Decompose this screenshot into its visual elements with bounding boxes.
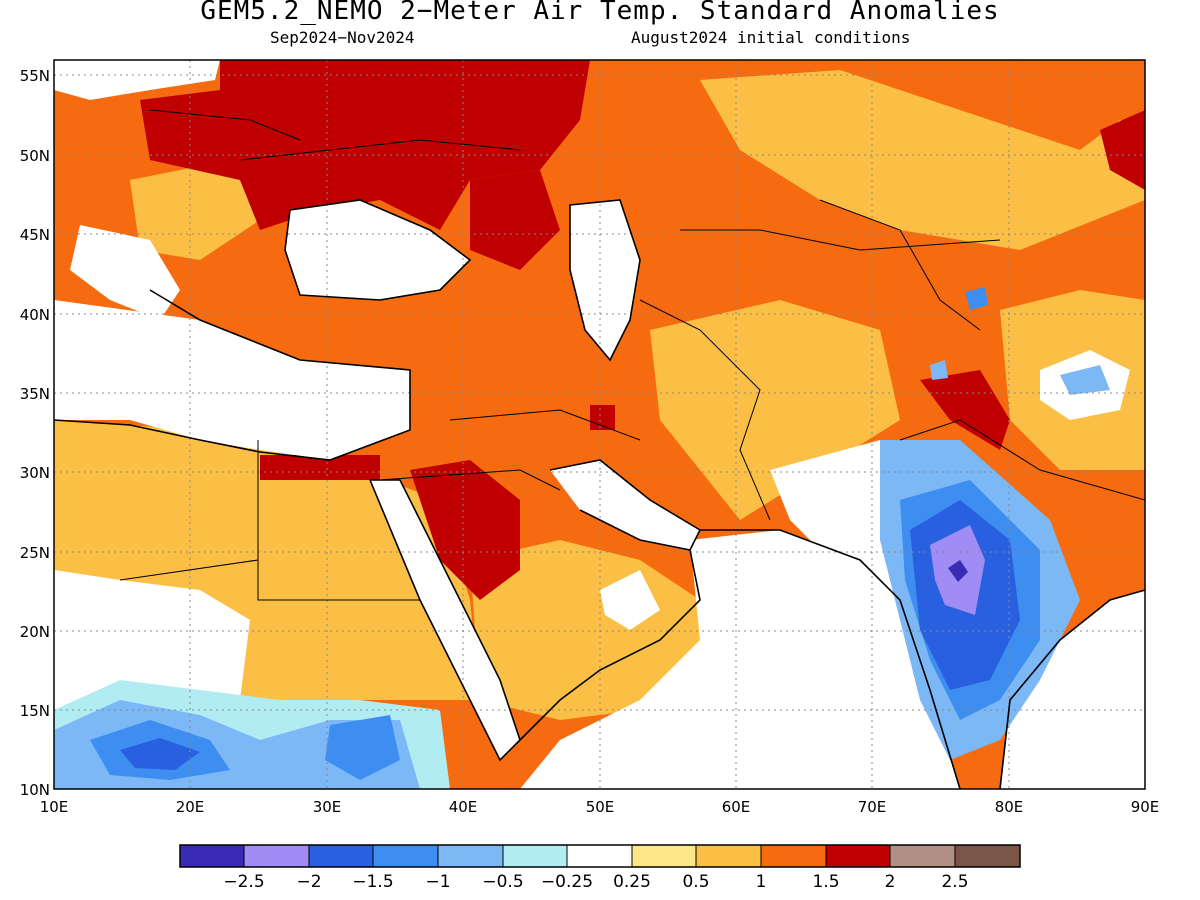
- field-arabia-red: [410, 460, 520, 600]
- lat-tick-label: 15N: [20, 702, 50, 720]
- lat-tick-label: 55N: [20, 67, 50, 85]
- colorbar-swatch: [244, 845, 309, 867]
- caspian-sea: [570, 200, 640, 360]
- colorbar-swatch: [826, 845, 890, 867]
- lon-tick-label: 30E: [313, 798, 342, 816]
- colorbar-swatch: [761, 845, 826, 867]
- lat-tick-label: 30N: [20, 464, 50, 482]
- lat-tick-label: 25N: [20, 544, 50, 562]
- colorbar-frame: [179, 844, 1021, 868]
- colorbar: −2.5 −2 −1.5 −1 −0.5 −0.25 0.25 0.5 1 1.…: [179, 844, 1021, 892]
- init-conditions-subtitle: August2024 initial conditions: [631, 28, 911, 47]
- lon-tick-label: 40E: [449, 798, 478, 816]
- colorbar-label: −2.5: [223, 872, 264, 892]
- colorbar-swatch: [567, 845, 632, 867]
- field-scandinavia-white: [54, 60, 220, 100]
- field-sahel-cool-5: [325, 715, 400, 780]
- season-subtitle: Sep2024−Nov2024: [270, 28, 415, 47]
- lat-tick-label: 20N: [20, 623, 50, 641]
- colorbar-label: 1.5: [812, 872, 839, 892]
- red-sea: [370, 480, 520, 760]
- field-sahel-white: [54, 570, 250, 720]
- coastlines: [54, 199, 1145, 789]
- black-sea: [285, 200, 470, 300]
- colorbar-swatch: [373, 845, 438, 867]
- field-pamir-cool: [965, 287, 988, 310]
- field-kazakh-red: [470, 170, 560, 270]
- colorbar-swatch: [955, 845, 1020, 867]
- lon-tick-label: 90E: [1131, 798, 1160, 816]
- arabian-sea: [520, 530, 960, 789]
- lon-tick-label: 60E: [722, 798, 751, 816]
- lon-tick-label: 10E: [40, 798, 69, 816]
- field-himalaya-red: [920, 370, 1010, 450]
- field-sahel-cool-4: [120, 738, 200, 770]
- field-tibet-cool: [1060, 365, 1110, 395]
- colorbar-label: −0.5: [482, 872, 523, 892]
- colorbar-label: 2: [885, 872, 896, 892]
- field-central-asia-1: [700, 70, 1145, 250]
- bay-of-bengal: [1000, 590, 1145, 789]
- field-mongolia-red: [1100, 110, 1145, 190]
- field-iran-1: [650, 300, 900, 520]
- lon-tick-label: 70E: [858, 798, 887, 816]
- field-europe-1: [130, 160, 260, 260]
- map-frame: [53, 59, 1146, 790]
- colorbar-swatch: [180, 845, 244, 867]
- colorbar-swatch: [696, 845, 761, 867]
- lon-tick-label: 20E: [176, 798, 205, 816]
- colorbar-label: −1: [425, 872, 450, 892]
- lat-tick-label: 40N: [20, 306, 50, 324]
- colorbar-dividers: [243, 845, 956, 867]
- colorbar-label: 1: [756, 872, 767, 892]
- colorbar-swatch: [632, 845, 696, 867]
- lon-tick-label: 50E: [586, 798, 615, 816]
- lat-tick-label: 50N: [20, 147, 50, 165]
- grid-lines: [54, 60, 1145, 789]
- colorbar-label: −0.25: [541, 872, 593, 892]
- anomaly-fields: [54, 60, 1145, 789]
- colorbar-swatch: [309, 845, 373, 867]
- lat-tick-label: 45N: [20, 226, 50, 244]
- persian-gulf: [550, 460, 700, 550]
- colorbar-swatch: [438, 845, 503, 867]
- field-india-cool-5: [948, 560, 968, 582]
- field-balkans-white: [70, 225, 180, 320]
- lon-tick-labels: 10E 20E 30E 40E 50E 60E 70E 80E 90E: [40, 798, 1160, 816]
- colorbar-label: 2.5: [941, 872, 968, 892]
- field-egypt-red: [260, 455, 380, 480]
- colorbar-swatch: [890, 845, 955, 867]
- map-title: GEM5.2_NEMO 2−Meter Air Temp. Standard A…: [200, 0, 1000, 26]
- colorbar-label: 0.25: [613, 872, 651, 892]
- colorbar-label: 0.5: [682, 872, 709, 892]
- field-russia-red: [140, 60, 590, 230]
- field-kashmir-cool: [930, 360, 948, 380]
- lat-tick-labels: 10N 15N 20N 25N 30N 35N 40N 45N 50N 55N: [20, 67, 50, 799]
- lat-tick-label: 35N: [20, 385, 50, 403]
- colorbar-label: −2: [296, 872, 321, 892]
- colorbar-swatch: [503, 845, 567, 867]
- lat-tick-label: 10N: [20, 781, 50, 799]
- country-borders: [119, 109, 1145, 601]
- field-arabia-1: [470, 540, 720, 720]
- mediterranean-sea: [54, 300, 410, 460]
- field-oman-white: [600, 570, 660, 630]
- lon-tick-label: 80E: [995, 798, 1024, 816]
- colorbar-label: −1.5: [352, 872, 393, 892]
